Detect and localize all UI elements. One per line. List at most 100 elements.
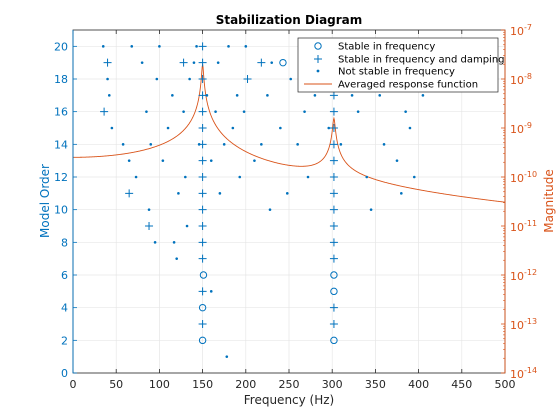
y-right-tick-label: 10-14	[510, 366, 537, 381]
stable-frequency-damping-marker	[329, 222, 338, 230]
stable-frequency-damping-marker	[198, 75, 207, 83]
stable-frequency-damping-marker	[198, 42, 207, 51]
legend-label-stable-frequency: Stable in frequency	[338, 42, 435, 53]
y-right-tick-label: 10-8	[510, 72, 532, 87]
not-stable-marker	[127, 159, 131, 162]
not-stable-marker	[382, 143, 386, 146]
not-stable-marker	[222, 143, 226, 146]
y-left-tick-label: 2	[61, 334, 68, 347]
not-stable-marker	[121, 143, 125, 146]
stable-frequency-damping-marker	[145, 222, 154, 230]
stable-frequency-damping-marker	[125, 189, 134, 198]
stable-frequency-marker	[198, 336, 207, 345]
y-left-tick-label: 20	[54, 40, 68, 53]
y-right-tick-base: 10	[510, 221, 524, 234]
not-stable-marker	[216, 61, 220, 64]
not-stable-marker	[218, 192, 222, 195]
y-right-tick-label: 10-11	[510, 219, 537, 234]
x-tick-label: 0	[70, 378, 77, 391]
stable-frequency-damping-marker	[198, 58, 207, 67]
y-right-tick-label: 10-12	[510, 268, 537, 283]
not-stable-marker	[327, 126, 331, 130]
stable-frequency-damping-marker	[329, 156, 338, 165]
stable-frequency-damping-marker	[198, 124, 207, 132]
not-stable-marker	[182, 110, 185, 113]
y-right-tick-label: 10-9	[510, 121, 532, 136]
axis-ticks: 0 50 100 150 200 250 300 350 400 450 500 0 2 4 6 8 10 12 1…	[54, 23, 537, 391]
chart-title: Stabilization Diagram	[216, 13, 363, 27]
not-stable-marker	[205, 94, 209, 97]
not-stable-marker	[107, 94, 111, 97]
y-left-tick-label: 8	[61, 236, 68, 249]
not-stable-marker	[195, 45, 198, 48]
legend-label-response: Averaged response function	[338, 80, 478, 91]
legend: Stable in frequency Stable in frequency …	[297, 37, 505, 93]
not-stable-marker	[408, 126, 412, 130]
x-tick-label: 450	[451, 378, 472, 391]
not-stable-marker	[227, 45, 230, 48]
not-stable-marker	[270, 61, 274, 64]
stable-frequency-damping-marker	[198, 91, 207, 100]
y-right-tick-label: 10-10	[510, 170, 537, 185]
stable-frequency-damping-marker	[198, 320, 207, 328]
stable-frequency-damping-marker	[329, 238, 338, 247]
y-right-tick-label: 10-13	[510, 317, 537, 332]
y-right-tick-exponent: -7	[524, 23, 532, 32]
stable-frequency-damping-marker	[198, 254, 207, 263]
not-stable-marker	[395, 159, 399, 162]
not-stable-marker	[378, 94, 382, 97]
legend-circle-marker	[314, 42, 322, 50]
x-tick-label: 100	[149, 378, 170, 391]
y-left-tick-label: 6	[61, 269, 68, 282]
y-right-tick-base: 10	[510, 25, 524, 38]
not-stable-marker	[192, 61, 196, 64]
not-stable-marker	[356, 110, 360, 113]
x-tick-label: 500	[495, 378, 516, 391]
y-right-tick-exponent: -11	[524, 219, 537, 228]
stable-frequency-damping-marker	[329, 173, 338, 181]
not-stable-marker	[266, 94, 269, 97]
not-stable-marker	[185, 224, 189, 228]
not-stable-marker	[268, 208, 272, 211]
y-right-tick-exponent: -8	[524, 72, 532, 81]
stable-frequency-damping-marker	[198, 205, 207, 214]
x-tick-label: 300	[322, 378, 343, 391]
stable-frequency-damping-marker	[100, 107, 109, 116]
not-stable-marker	[177, 192, 180, 195]
x-tick-label: 200	[235, 378, 256, 391]
y-left-tick-label: 12	[54, 171, 68, 184]
not-stable-marker	[134, 175, 138, 179]
y-left-tick-label: 18	[54, 73, 68, 86]
y-right-tick-exponent: -10	[524, 170, 537, 179]
not-stable-marker	[350, 94, 354, 97]
x-tick-label: 350	[365, 378, 386, 391]
not-stable-marker	[253, 159, 256, 162]
y-axis-right-title: Magnitude	[542, 169, 556, 233]
not-stable-marker	[365, 175, 369, 179]
not-stable-marker	[404, 110, 407, 113]
not-stable-marker	[147, 208, 151, 211]
not-stable-marker	[197, 143, 201, 146]
legend-label-not-stable: Not stable in frequency	[338, 67, 455, 78]
legend-label-stable-frequency-damping: Stable in frequency and damping	[338, 55, 505, 66]
stable-frequency-damping-marker	[329, 124, 338, 132]
stable-frequency-damping-marker	[329, 320, 338, 328]
not-stable-marker	[369, 208, 373, 211]
not-stable-marker	[214, 110, 217, 113]
not-stable-marker	[184, 175, 187, 179]
stable-frequency-damping-marker	[198, 222, 207, 230]
not-stable-marker	[172, 241, 176, 244]
y-right-tick-base: 10	[510, 368, 524, 381]
stable-frequency-damping-marker	[329, 107, 338, 116]
y-right-tick-base: 10	[510, 74, 524, 87]
y-left-tick-label: 0	[61, 367, 68, 380]
not-stable-marker	[110, 126, 114, 130]
not-stable-marker	[296, 143, 299, 146]
not-stable-marker	[242, 110, 246, 113]
x-tick-label: 150	[192, 378, 213, 391]
not-stable-marker	[153, 241, 157, 244]
not-stable-marker	[166, 126, 170, 130]
not-stable-marker	[339, 143, 343, 146]
